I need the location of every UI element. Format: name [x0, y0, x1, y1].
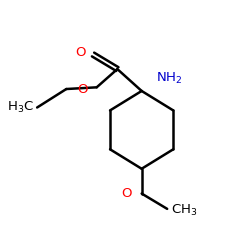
Text: O: O: [122, 187, 132, 200]
Text: O: O: [75, 46, 86, 59]
Text: H$_3$C: H$_3$C: [6, 100, 34, 115]
Text: NH$_2$: NH$_2$: [156, 70, 183, 86]
Text: O: O: [78, 82, 88, 96]
Text: CH$_3$: CH$_3$: [171, 203, 197, 218]
